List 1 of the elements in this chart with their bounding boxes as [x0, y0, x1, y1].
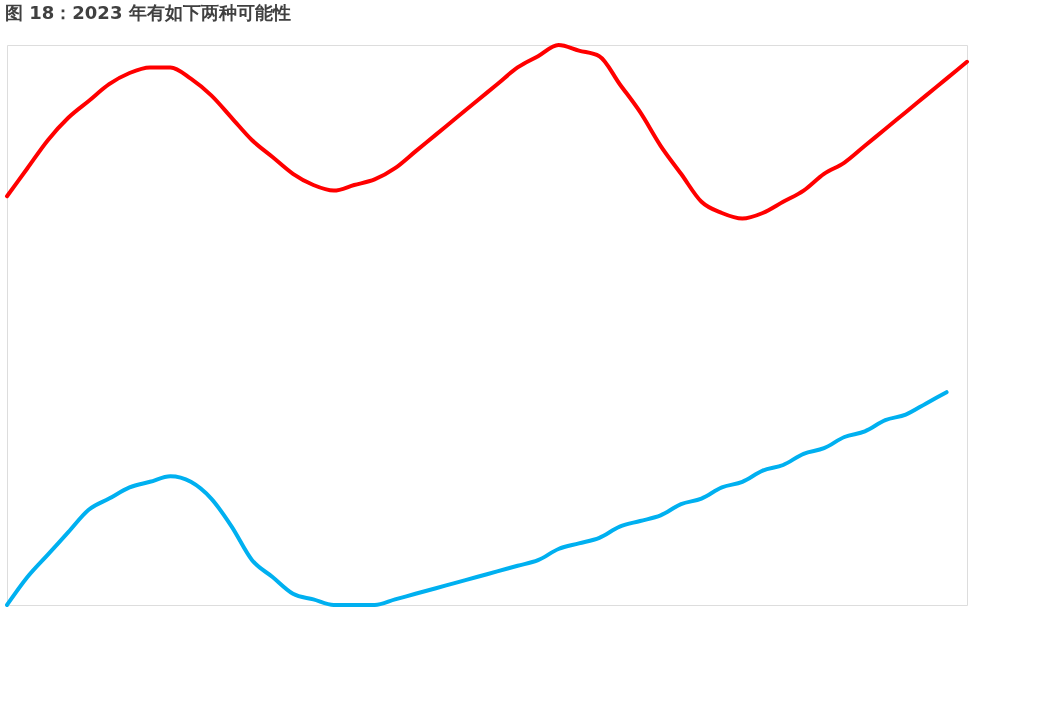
chart-title: 图 18：2023 年有如下两种可能性: [5, 2, 291, 23]
